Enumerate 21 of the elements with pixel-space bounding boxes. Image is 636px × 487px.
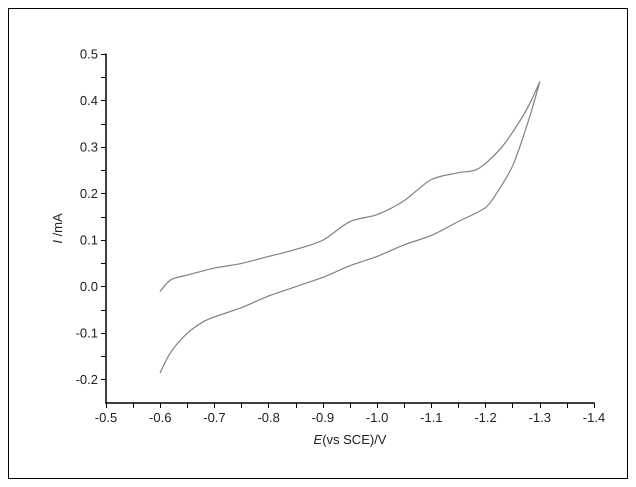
- x-tick-label: -0.6: [149, 410, 172, 425]
- y-tick-label: 0.0: [80, 279, 98, 294]
- x-axis-title: E(vs SCE)/V: [314, 432, 387, 447]
- x-tick-label: -1.1: [420, 410, 443, 425]
- y-axis-title: I /mA: [50, 213, 65, 244]
- x-tick-label: -0.5: [94, 410, 118, 425]
- y-tick-label: 0.3: [80, 140, 98, 155]
- y-tick-label: 0.2: [80, 186, 98, 202]
- x-tick-label: -1.0: [366, 410, 388, 425]
- x-tick-label: -1.2: [474, 410, 497, 425]
- x-tick-label: -1.4: [582, 410, 606, 425]
- x-tick-label: -0.8: [257, 410, 280, 425]
- x-tick-label: -0.7: [203, 410, 226, 425]
- x-tick-label: -0.9: [312, 410, 334, 425]
- y-tick-label: -0.2: [76, 372, 98, 388]
- x-tick-label: -1.3: [528, 410, 551, 425]
- line-series: [160, 81, 540, 374]
- y-tick-label: 0.4: [80, 93, 98, 108]
- y-tick-label: -0.1: [76, 326, 98, 341]
- y-tick-label: 0.5: [80, 46, 98, 62]
- y-tick-label: 0.1: [80, 232, 98, 248]
